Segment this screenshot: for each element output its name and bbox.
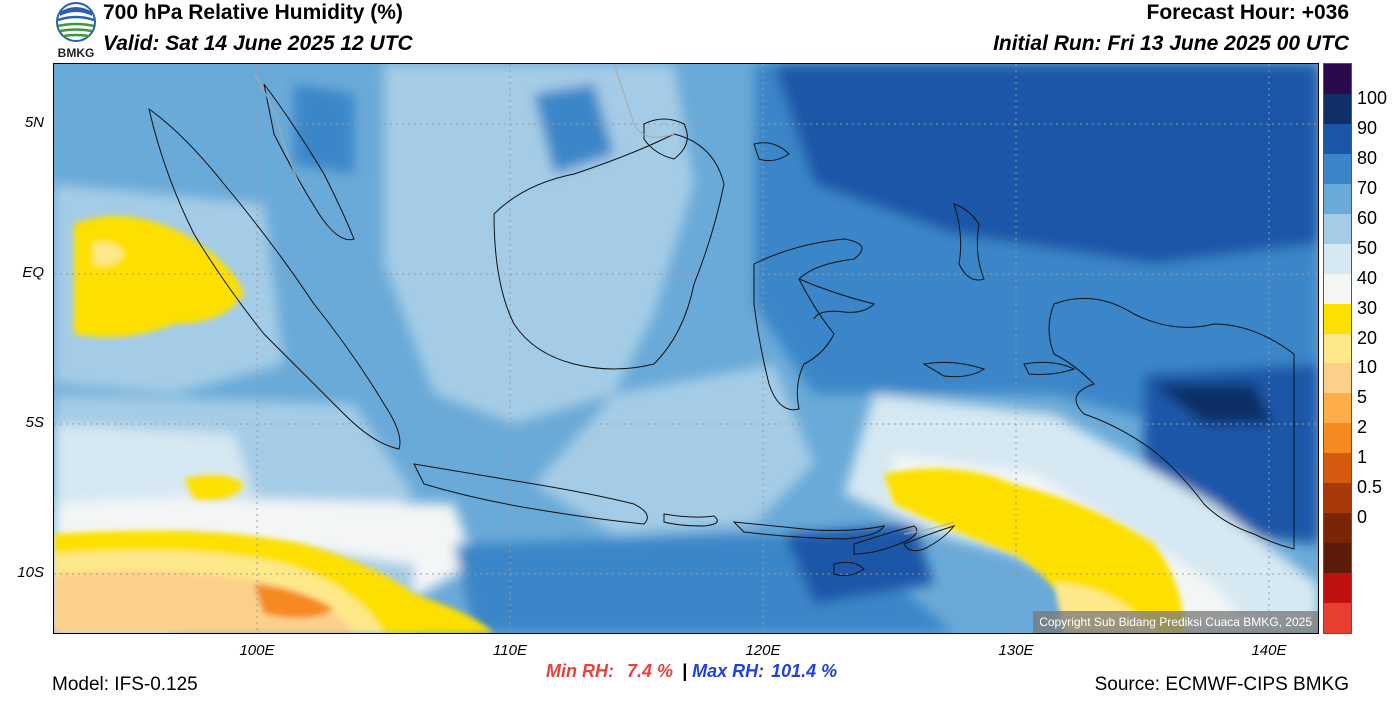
colorbar-segment	[1324, 123, 1351, 154]
colorbar-label: 20	[1357, 327, 1378, 348]
colorbar-segment	[1324, 603, 1351, 634]
colorbar-label: 0	[1357, 507, 1368, 528]
lat-label-5n: 5N	[24, 114, 44, 131]
lon-label-120e: 120E	[745, 642, 781, 659]
min-rh-value: 7.4 %	[627, 661, 674, 681]
colorbar-segment	[1324, 213, 1351, 244]
colorbar-label: 30	[1357, 297, 1378, 318]
lat-label-10s: 10S	[17, 564, 44, 581]
graticule	[54, 64, 1318, 633]
rh-stats: Min RH: 7.4 % | Max RH: 101.4 %	[546, 661, 837, 682]
lat-label-eq: EQ	[22, 264, 44, 281]
colorbar-segment	[1324, 543, 1351, 574]
colorbar-label: 40	[1357, 267, 1378, 288]
colorbar-label: 10	[1357, 357, 1378, 378]
max-rh-value: 101.4 %	[771, 661, 838, 681]
bmkg-logo-icon	[56, 2, 96, 42]
colorbar-segment	[1324, 273, 1351, 304]
forecast-hour: Forecast Hour: +036	[1146, 1, 1350, 24]
colorbar-segment	[1324, 423, 1351, 454]
colorbar-segment	[1324, 93, 1351, 124]
min-rh-label: Min RH:	[546, 661, 614, 681]
colorbar-segment	[1324, 393, 1351, 424]
coastlines	[148, 83, 1295, 577]
lon-label-110e: 110E	[493, 642, 527, 659]
colorbar-label: 70	[1357, 177, 1378, 198]
lon-label-140e: 140E	[1251, 642, 1287, 659]
max-rh-label: Max RH:	[692, 661, 765, 681]
lat-label-5s: 5S	[25, 414, 44, 431]
humidity-field	[54, 64, 1318, 633]
colorbar-label: 2	[1357, 417, 1368, 438]
colorbar-segment	[1324, 453, 1351, 484]
colorbar-segment	[1324, 243, 1351, 274]
map-title: 700 hPa Relative Humidity (%)	[103, 1, 403, 24]
bmkg-logo: BMKG	[52, 0, 100, 62]
colorbar-segment	[1324, 183, 1351, 214]
colorbar-segment	[1324, 64, 1351, 94]
colorbar-segment	[1324, 483, 1351, 514]
colorbar-label: 90	[1357, 117, 1378, 138]
colorbar-label: 5	[1357, 387, 1368, 408]
colorbar	[1323, 63, 1352, 634]
stats-separator: |	[682, 661, 688, 681]
colorbar-segment	[1324, 363, 1351, 394]
lon-label-130e: 130E	[998, 642, 1034, 659]
colorbar-label: 1	[1357, 447, 1368, 468]
colorbar-segment	[1324, 153, 1351, 184]
colorbar-segment	[1324, 333, 1351, 364]
colorbar-label: 50	[1357, 237, 1378, 258]
colorbar-label: 0.5	[1357, 477, 1383, 498]
copyright-notice: Copyright Sub Bidang Prediksi Cuaca BMKG…	[1033, 611, 1318, 633]
colorbar-segment	[1324, 513, 1351, 544]
model-info: Model: IFS-0.125	[52, 674, 198, 695]
colorbar-segment	[1324, 303, 1351, 334]
colorbar-label: 60	[1357, 207, 1378, 228]
lon-label-100e: 100E	[239, 642, 275, 659]
humidity-map: Copyright Sub Bidang Prediksi Cuaca BMKG…	[53, 63, 1319, 634]
colorbar-label: 80	[1357, 147, 1378, 168]
initial-run: Initial Run: Fri 13 June 2025 00 UTC	[993, 32, 1349, 55]
colorbar-segment	[1324, 573, 1351, 604]
bmkg-logo-text: BMKG	[57, 46, 95, 60]
source-info: Source: ECMWF-CIPS BMKG	[1094, 674, 1349, 695]
valid-time: Valid: Sat 14 June 2025 12 UTC	[103, 32, 413, 55]
colorbar-label: 100	[1357, 87, 1388, 108]
